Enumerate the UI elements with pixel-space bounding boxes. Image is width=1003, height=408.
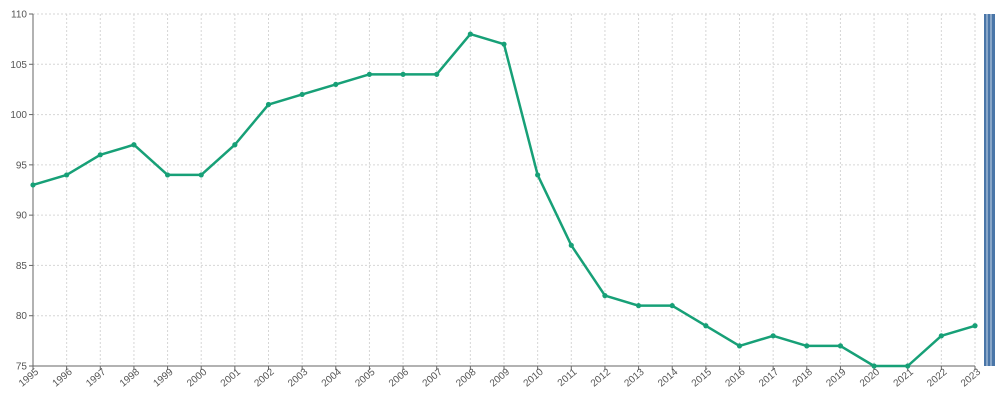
data-point[interactable]	[736, 343, 743, 349]
x-tick-label: 2022	[925, 366, 949, 389]
data-point[interactable]	[837, 343, 844, 349]
x-tick-label: 1997	[84, 366, 108, 389]
y-tick-label: 95	[16, 160, 28, 171]
x-tick-label: 2006	[387, 366, 411, 389]
scrollbar-thumb[interactable]	[984, 14, 995, 366]
x-tick-label: 2013	[623, 366, 647, 389]
data-point[interactable]	[64, 172, 70, 178]
data-point[interactable]	[938, 333, 944, 339]
data-point[interactable]	[97, 152, 103, 158]
x-tick-label: 1996	[51, 366, 75, 389]
data-point[interactable]	[602, 293, 608, 299]
data-point[interactable]	[30, 182, 36, 188]
y-tick-label: 105	[10, 60, 27, 71]
data-point[interactable]	[400, 71, 406, 77]
data-point[interactable]	[164, 172, 171, 178]
y-tick-label: 100	[10, 110, 27, 121]
x-tick-label: 2004	[320, 366, 344, 389]
data-point[interactable]	[770, 333, 776, 339]
x-tick-label: 2017	[757, 366, 781, 389]
x-tick-label: 2019	[824, 366, 848, 389]
x-tick-label: 2009	[488, 366, 512, 389]
data-point[interactable]	[804, 343, 810, 349]
data-point[interactable]	[366, 71, 373, 77]
x-tick-label: 2002	[252, 366, 276, 389]
data-point[interactable]	[703, 323, 709, 329]
y-tick-label: 75	[16, 362, 28, 373]
data-point[interactable]	[635, 303, 642, 309]
y-tick-label: 90	[16, 211, 28, 222]
x-tick-label: 2008	[454, 366, 478, 389]
x-tick-label: 2012	[589, 366, 613, 389]
x-tick-label: 2000	[185, 366, 209, 389]
x-tick-label: 2011	[556, 366, 580, 389]
data-point[interactable]	[568, 242, 574, 248]
data-point[interactable]	[131, 142, 137, 148]
data-point[interactable]	[972, 323, 978, 329]
x-tick-label: 2001	[219, 366, 243, 389]
data-point[interactable]	[299, 91, 305, 98]
x-tick-label: 2018	[791, 366, 815, 389]
x-tick-label: 2015	[690, 366, 714, 389]
x-tick-label: 2007	[421, 366, 445, 389]
data-point[interactable]	[669, 303, 675, 309]
x-tick-label: 2020	[858, 366, 882, 389]
data-point[interactable]	[265, 101, 272, 108]
y-tick-label: 80	[16, 311, 28, 322]
x-tick-label: 2014	[656, 366, 680, 389]
data-point[interactable]	[434, 71, 440, 77]
data-point[interactable]	[501, 41, 507, 47]
x-tick-label: 1999	[152, 366, 176, 389]
x-tick-label: 2010	[522, 366, 546, 389]
data-point[interactable]	[333, 81, 339, 87]
x-tick-label: 1998	[118, 366, 142, 389]
series-layer	[30, 31, 978, 369]
grid-layer	[32, 13, 976, 367]
data-point[interactable]	[467, 31, 473, 37]
data-point[interactable]	[232, 142, 238, 148]
x-tick-label: 2005	[353, 366, 377, 389]
data-point[interactable]	[905, 363, 911, 369]
y-tick-label: 85	[16, 261, 28, 272]
data-point[interactable]	[535, 172, 541, 178]
vertical-scrollbar[interactable]	[984, 14, 995, 366]
x-tick-label: 2023	[959, 366, 983, 389]
data-point[interactable]	[198, 172, 204, 178]
y-tick-label: 110	[11, 10, 27, 21]
data-point[interactable]	[871, 363, 877, 369]
tick-layer: 1995 1996 1997 1998 1999 2000 2001 2002 2003 2004…	[10, 10, 983, 390]
x-tick-label: 2003	[286, 366, 310, 389]
x-tick-label: 2021	[892, 366, 916, 389]
x-tick-label: 2016	[723, 366, 747, 389]
